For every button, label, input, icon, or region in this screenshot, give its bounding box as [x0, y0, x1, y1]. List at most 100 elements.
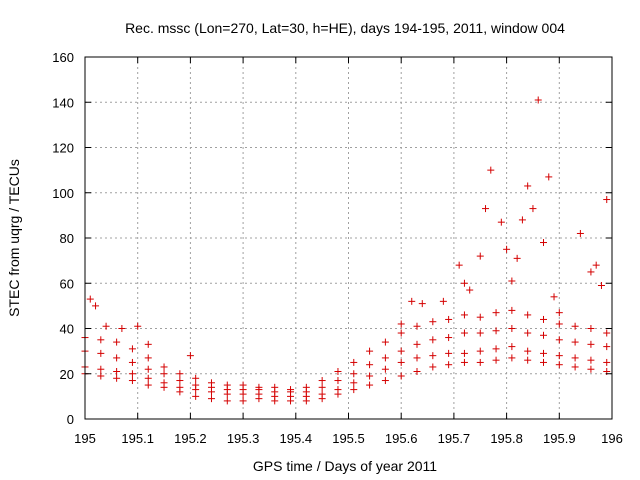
data-point: [476, 329, 484, 337]
x-tick-label: 195.7: [438, 431, 471, 446]
data-point: [603, 343, 611, 351]
data-point: [555, 352, 563, 360]
data-point: [429, 336, 437, 344]
data-point: [176, 370, 184, 378]
data-point: [571, 363, 579, 371]
data-point: [397, 358, 405, 366]
data-points: [81, 96, 611, 405]
data-point: [524, 311, 532, 319]
data-point: [539, 349, 547, 357]
data-point: [513, 254, 521, 262]
data-point: [555, 320, 563, 328]
data-point: [144, 354, 152, 362]
y-tick-label: 140: [52, 95, 74, 110]
data-point: [524, 356, 532, 364]
data-point: [597, 282, 605, 290]
data-point: [97, 336, 105, 344]
data-point: [439, 297, 447, 305]
data-point: [550, 293, 558, 301]
data-point: [587, 325, 595, 332]
y-axis: 0 20 40 60 80 100 120 140 160: [52, 50, 612, 427]
data-point: [545, 173, 553, 181]
data-point: [350, 370, 358, 378]
data-point: [555, 309, 563, 317]
x-axis-title: GPS time / Days of year 2011: [253, 458, 437, 474]
data-point: [508, 306, 516, 314]
data-point: [524, 329, 532, 337]
x-tick-label: 195.5: [332, 431, 365, 446]
data-point: [576, 229, 584, 237]
data-point: [92, 302, 100, 310]
data-point: [186, 352, 194, 360]
data-point: [113, 338, 121, 346]
data-point: [492, 345, 500, 353]
y-tick-label: 20: [60, 367, 74, 382]
data-point: [287, 386, 295, 394]
data-point: [587, 365, 595, 373]
data-point: [381, 354, 389, 362]
data-point: [603, 196, 611, 204]
data-point: [429, 352, 437, 360]
data-point: [160, 363, 168, 371]
data-point: [571, 322, 579, 330]
data-point: [134, 322, 142, 330]
data-point: [508, 343, 516, 351]
data-point: [239, 381, 247, 389]
data-point: [555, 336, 563, 344]
data-point: [192, 392, 200, 400]
data-point: [482, 205, 490, 213]
data-point: [102, 322, 110, 330]
data-point: [492, 309, 500, 317]
data-point: [429, 363, 437, 371]
data-point: [460, 329, 468, 337]
data-point: [192, 374, 200, 382]
x-tick-label: 195.9: [543, 431, 576, 446]
data-point: [508, 277, 516, 285]
data-point: [144, 365, 152, 373]
data-point: [144, 374, 152, 382]
data-point: [223, 397, 231, 405]
data-point: [492, 356, 500, 364]
data-point: [460, 358, 468, 366]
data-point: [508, 354, 516, 362]
data-point: [587, 268, 595, 276]
data-point: [503, 245, 511, 253]
y-tick-label: 0: [67, 412, 74, 427]
data-point: [460, 311, 468, 319]
data-point: [413, 354, 421, 362]
y-axis-title: STEC from uqrg / TECUs: [6, 159, 22, 317]
data-point: [128, 345, 136, 353]
data-point: [476, 347, 484, 355]
data-point: [413, 340, 421, 348]
data-point: [160, 370, 168, 378]
data-point: [318, 390, 326, 398]
data-point: [86, 295, 94, 303]
x-tick-label: 196: [601, 431, 623, 446]
grid-lines: [85, 57, 612, 419]
series-stec-band-2: [81, 343, 611, 400]
data-point: [592, 261, 600, 269]
data-point: [460, 349, 468, 357]
y-tick-label: 40: [60, 322, 74, 337]
data-point: [539, 331, 547, 339]
data-point: [487, 166, 495, 174]
data-point: [113, 354, 121, 362]
data-point: [539, 239, 547, 247]
x-tick-label: 195.1: [121, 431, 154, 446]
data-point: [445, 315, 453, 323]
data-point: [176, 377, 184, 385]
data-point: [518, 216, 526, 224]
data-point: [113, 367, 121, 375]
data-point: [603, 329, 611, 337]
data-point: [271, 383, 279, 391]
data-point: [350, 358, 358, 366]
data-point: [302, 383, 310, 391]
data-point: [460, 279, 468, 287]
x-tick-label: 195.6: [385, 431, 418, 446]
data-point: [350, 379, 358, 387]
y-tick-label: 60: [60, 276, 74, 291]
data-point: [397, 372, 405, 380]
data-point: [445, 349, 453, 357]
data-point: [429, 318, 437, 326]
